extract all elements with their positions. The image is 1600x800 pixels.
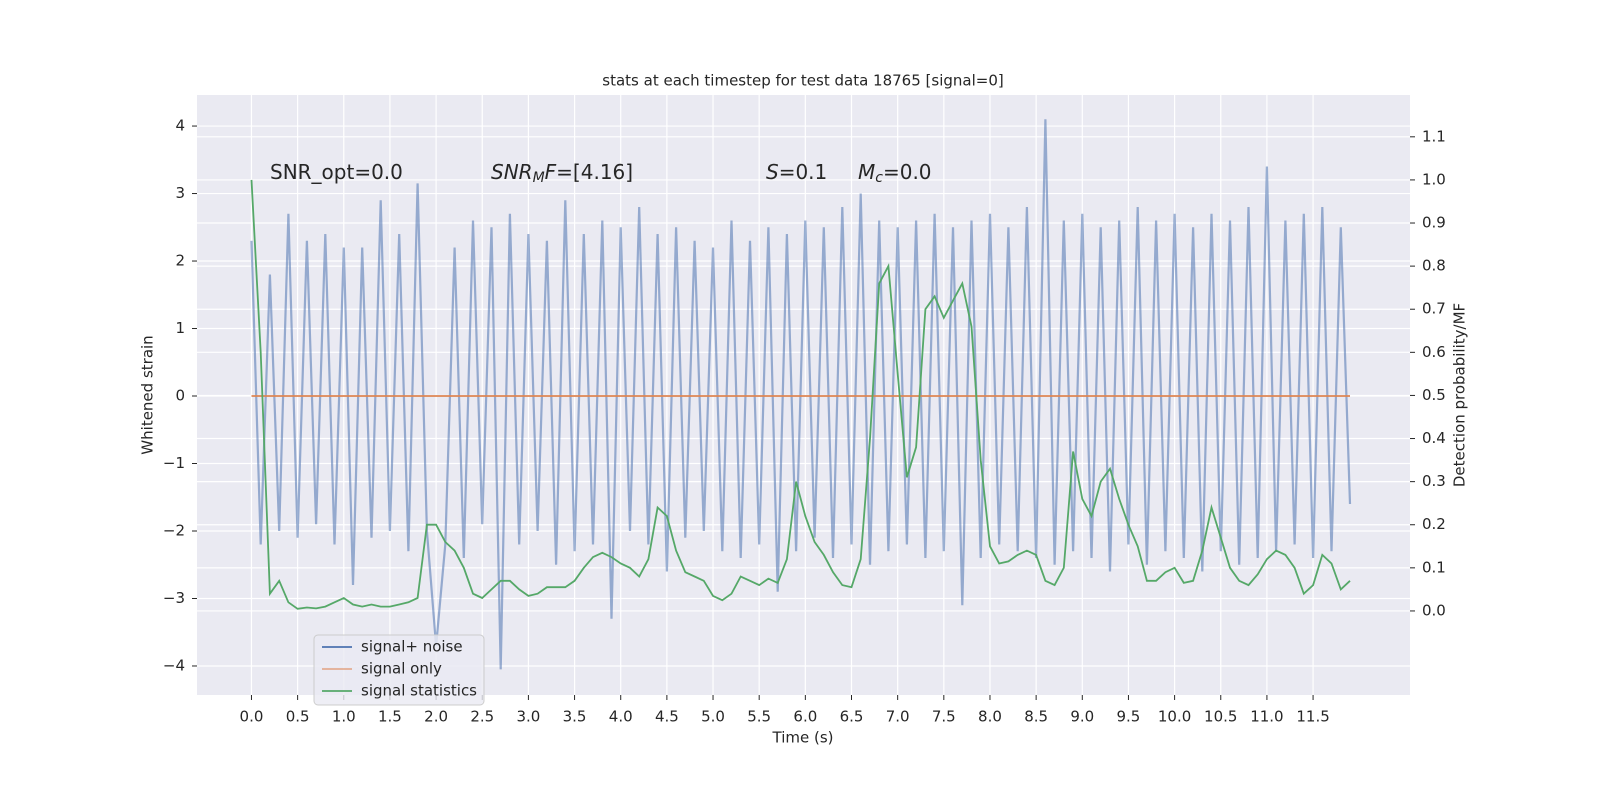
annotation-part: =0.1 [779,160,828,184]
y2-tick-label: 0.3 [1422,472,1446,490]
x-tick-label: 2.5 [470,708,494,726]
x-tick-label: 4.0 [609,708,633,726]
annotation-part: S [766,160,779,184]
x-tick-label: 11.0 [1250,708,1283,726]
y-tick-label: 2 [175,252,185,270]
x-tick-label: 10.0 [1158,708,1191,726]
y-tick-label: 1 [175,319,185,337]
y2-axis-label: Detection probability/MF [1451,303,1469,487]
x-tick-label: 5.5 [747,708,771,726]
x-tick-label: 5.0 [701,708,725,726]
y-tick-label: −3 [163,589,185,607]
annotation: SNRMF=[4.16] [491,160,633,187]
legend-label: signal+ noise [361,638,463,656]
x-tick-label: 2.0 [424,708,448,726]
annotation-part: M [858,160,875,184]
annotation-part: M [533,170,545,186]
series-line [250,179,1351,610]
y2-tick-label: 0.8 [1422,257,1446,275]
x-axis-label: Time (s) [772,729,834,747]
y2-tick-label: 0.6 [1422,343,1446,361]
annotation-part: SNR [491,160,533,184]
x-tick-label: 0.5 [286,708,310,726]
y-axis-label: Whitened strain [139,335,157,454]
y2-tick-label: 0.0 [1422,601,1446,619]
x-tick-label: 8.5 [1024,708,1048,726]
y-tick-label: −4 [163,656,185,674]
y2-tick-label: 0.4 [1422,429,1446,447]
annotation: SNR_opt=0.0 [270,160,403,184]
y-tick-label: 4 [175,117,185,135]
annotation: Mc=0.0 [858,160,932,187]
y2-tick-label: 0.5 [1422,386,1446,404]
legend-label: signal statistics [361,682,477,700]
legend-box [313,634,485,706]
y2-tick-label: 1.1 [1422,127,1446,145]
annotation-part: c [875,170,883,186]
legend-label: signal only [361,660,442,678]
x-tick-label: 1.5 [378,708,402,726]
y-tick-label: −1 [163,454,185,472]
x-tick-label: 0.0 [240,708,264,726]
x-tick-label: 8.0 [978,708,1002,726]
annotation-part: SNR_opt=0.0 [270,160,403,184]
annotation-part: =[4.16] [556,160,633,184]
chart-title: stats at each timestep for test data 187… [602,72,1003,90]
x-tick-label: 10.5 [1204,708,1237,726]
x-tick-label: 7.0 [886,708,910,726]
y2-tick-label: 0.7 [1422,300,1446,318]
x-tick-label: 9.5 [1117,708,1141,726]
annotation-part: F [545,160,557,184]
y2-tick-label: 0.9 [1422,214,1446,232]
y-tick-label: 0 [175,387,185,405]
y-tick-label: 3 [175,184,185,202]
x-tick-label: 6.5 [840,708,864,726]
annotation: S=0.1 [766,160,827,184]
x-tick-label: 7.5 [932,708,956,726]
x-tick-label: 11.5 [1296,708,1329,726]
y2-tick-label: 0.1 [1422,558,1446,576]
annotation-part: =0.0 [883,160,932,184]
x-tick-label: 1.0 [332,708,356,726]
y2-tick-label: 0.2 [1422,515,1446,533]
x-tick-label: 9.0 [1070,708,1094,726]
x-tick-label: 4.5 [655,708,679,726]
y-tick-label: −2 [163,521,185,539]
x-tick-label: 3.0 [516,708,540,726]
x-tick-label: 3.5 [563,708,587,726]
y2-tick-label: 1.0 [1422,170,1446,188]
series-line [250,119,1352,670]
x-tick-label: 6.0 [793,708,817,726]
